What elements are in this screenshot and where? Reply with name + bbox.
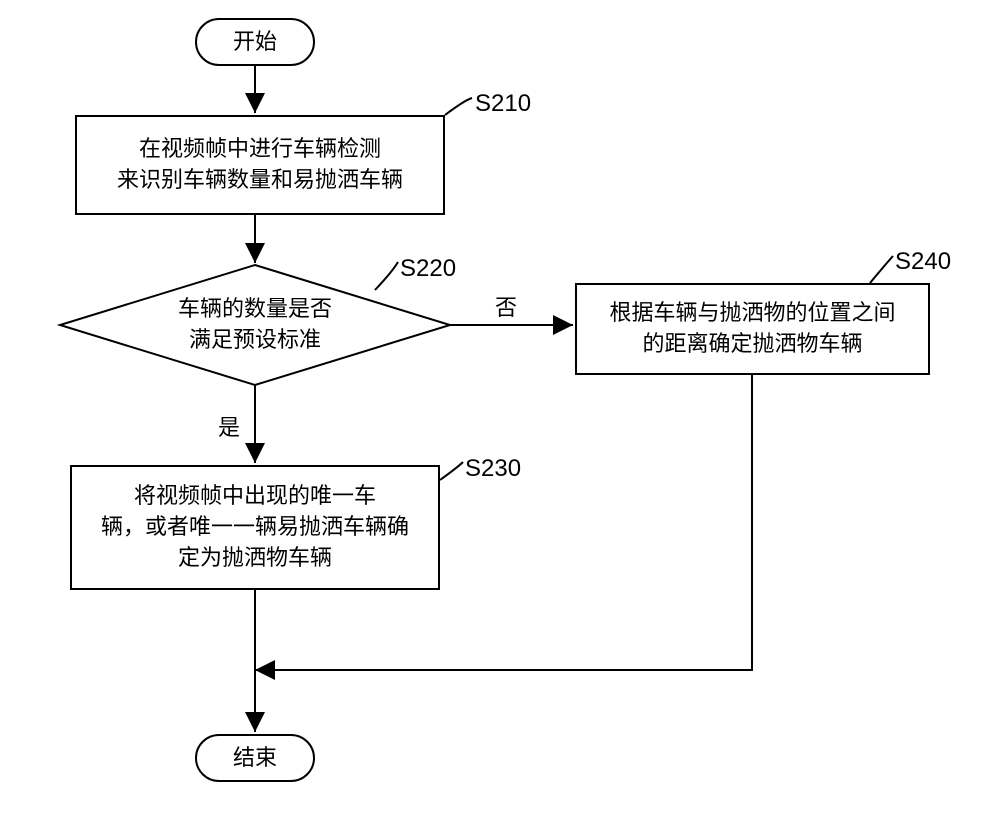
start-label: 开始: [233, 27, 277, 58]
s210-label: S210: [475, 90, 531, 118]
end-label: 结束: [233, 743, 277, 774]
end-node: 结束: [195, 734, 315, 782]
s230-process: 将视频帧中出现的唯一车 辆，或者唯一一辆易抛洒车辆确 定为抛洒物车辆: [70, 465, 440, 590]
s220-decision: 车辆的数量是否 满足预设标准: [60, 265, 450, 385]
start-node: 开始: [195, 18, 315, 66]
s210-process: 在视频帧中进行车辆检测 来识别车辆数量和易抛洒车辆: [75, 115, 445, 215]
yes-label: 是: [218, 410, 240, 442]
s240-text: 根据车辆与抛洒物的位置之间 的距离确定抛洒物车辆: [609, 298, 895, 360]
s230-text: 将视频帧中出现的唯一车 辆，或者唯一一辆易抛洒车辆确 定为抛洒物车辆: [101, 481, 409, 573]
s230-label: S230: [465, 455, 521, 483]
s240-label: S240: [895, 248, 951, 276]
s210-text: 在视频帧中进行车辆检测 来识别车辆数量和易抛洒车辆: [117, 134, 403, 196]
s240-process: 根据车辆与抛洒物的位置之间 的距离确定抛洒物车辆: [575, 283, 930, 375]
no-label: 否: [495, 290, 517, 322]
s220-text: 车辆的数量是否 满足预设标准: [178, 294, 332, 356]
